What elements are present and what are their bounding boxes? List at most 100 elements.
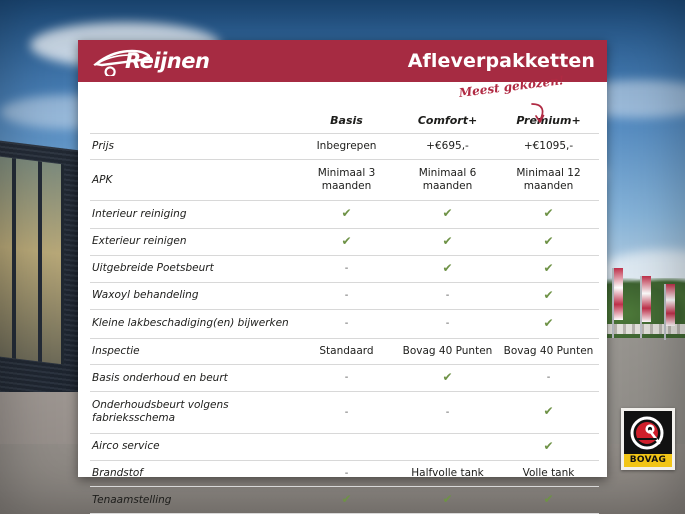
cell-comfort: +€695,- (397, 132, 498, 160)
table-row: Kleine lakbeschadiging(en) bijwerken - - ✔ (90, 308, 599, 339)
table-row: Prijs Inbegrepen +€695,- +€1095,- (90, 132, 599, 160)
row-label: Interieur reiniging (90, 200, 296, 228)
column-header-comfort: Comfort+ (417, 114, 478, 127)
column-header-label (90, 90, 296, 134)
row-label: Prijs (90, 132, 296, 160)
check-icon: ✔ (442, 260, 453, 275)
cell-premium: ✔ (498, 227, 599, 256)
check-icon: ✔ (543, 206, 554, 221)
check-icon: ✔ (341, 206, 352, 221)
dash-marker: - (445, 318, 450, 330)
building-windows (0, 155, 64, 365)
table-body: Prijs Inbegrepen +€695,- +€1095,- APK Minimaa… (90, 132, 599, 514)
table-row: APK Minimaal 3 maanden Minimaal 6 maanden M… (90, 159, 599, 201)
cell-comfort: ✔ (397, 254, 498, 283)
cell-basis: - (296, 364, 397, 392)
cell-premium: Volle tank (498, 459, 599, 487)
cell-premium: ✔ (498, 391, 599, 433)
dash-marker: - (344, 467, 349, 479)
cell-comfort: - (397, 308, 498, 339)
cell-premium: - (498, 364, 599, 392)
dash-marker: - (344, 290, 349, 302)
cell-basis: - (296, 391, 397, 433)
dash-marker: - (445, 406, 450, 418)
car-logo-icon (93, 49, 150, 76)
bovag-wordmark: BOVAG (624, 454, 672, 467)
check-icon: ✔ (543, 287, 554, 302)
row-label: Basis onderhoud en beurt (90, 364, 296, 392)
flagpole (664, 284, 666, 340)
cell-basis: ✔ (296, 200, 397, 228)
cell-comfort: Halfvolle tank (397, 459, 498, 487)
cell-comfort: ✔ (397, 486, 498, 514)
cell-comfort: - (397, 391, 498, 433)
row-label: Uitgebreide Poetsbeurt (90, 254, 296, 283)
flagpole (612, 268, 614, 338)
cell-basis: Standaard (296, 337, 397, 365)
table-row: Uitgebreide Poetsbeurt - ✔ ✔ (90, 254, 599, 283)
cell-premium: Bovag 40 Punten (498, 337, 599, 365)
reijnen-logo: Reijnen (92, 46, 210, 76)
cell-premium: ✔ (498, 200, 599, 228)
check-icon: ✔ (543, 438, 554, 453)
row-label: APK (90, 159, 296, 201)
table-row: Airco service ✔ (90, 432, 599, 461)
table-row: Exterieur reinigen ✔ ✔ ✔ (90, 227, 599, 256)
curb-railing (590, 324, 685, 334)
bovag-badge-inner: BOVAG (624, 411, 672, 467)
dealer-flag (614, 268, 623, 320)
bovag-seal-icon (624, 411, 672, 454)
table-row: Inspectie Standaard Bovag 40 Punten Bovag 4… (90, 337, 599, 365)
table-header-row: Basis Comfort+ Premium+ (90, 90, 599, 134)
cell-comfort: Bovag 40 Punten (397, 337, 498, 365)
row-label: Airco service (90, 432, 296, 461)
cell-basis: - (296, 281, 397, 310)
cell-premium: ✔ (498, 486, 599, 514)
check-icon: ✔ (442, 206, 453, 221)
column-header-basis: Basis (330, 114, 363, 127)
cell-comfort: Minimaal 6 maanden (397, 159, 498, 201)
cell-comfort: ✔ (397, 227, 498, 256)
check-icon: ✔ (341, 233, 352, 248)
check-icon: ✔ (341, 492, 352, 507)
dealer-flag (642, 276, 651, 322)
check-icon: ✔ (543, 315, 554, 330)
table-row: Onderhoudsbeurt volgens fabrieksschema - -… (90, 391, 599, 433)
bovag-badge: BOVAG (621, 408, 675, 470)
row-label: Brandstof (90, 459, 296, 487)
cell-basis: - (296, 308, 397, 339)
window-mullion (38, 161, 42, 362)
afleverpakketten-card: Reijnen Afleverpakketten Meest gekozen! … (78, 40, 607, 514)
table-row: Tenaamstelling ✔ ✔ ✔ (90, 486, 599, 514)
row-label: Inspectie (90, 337, 296, 365)
cell-basis: - (296, 254, 397, 283)
check-icon: ✔ (442, 370, 453, 385)
dash-marker: - (344, 318, 349, 330)
table-row: Interieur reiniging ✔ ✔ ✔ (90, 200, 599, 228)
page-title: Afleverpakketten (407, 50, 595, 72)
window-mullion (12, 158, 16, 359)
cell-comfort: ✔ (397, 200, 498, 228)
reijnen-logo-text: Reijnen (125, 48, 210, 73)
row-label: Kleine lakbeschadiging(en) bijwerken (90, 308, 296, 339)
table-row: Basis onderhoud en beurt - ✔ - (90, 364, 599, 392)
flagpole (640, 276, 642, 338)
check-icon: ✔ (442, 492, 453, 507)
row-label: Onderhoudsbeurt volgens fabrieksschema (90, 391, 296, 433)
afleverpakketten-table: Basis Comfort+ Premium+ Prijs Inbegrepen +… (90, 90, 599, 514)
cell-basis: - (296, 459, 397, 487)
row-label: Exterieur reinigen (90, 227, 296, 256)
cell-basis: Minimaal 3 maanden (296, 159, 397, 201)
column-header-premium: Premium+ (516, 114, 581, 127)
cell-comfort: ✔ (397, 364, 498, 392)
cell-basis: Inbegrepen (296, 132, 397, 160)
cell-premium: ✔ (498, 308, 599, 339)
cell-basis: ✔ (296, 227, 397, 256)
cell-premium: Minimaal 12 maanden (498, 159, 599, 201)
dash-marker: - (344, 372, 349, 384)
cell-comfort: - (397, 281, 498, 310)
check-icon: ✔ (543, 260, 554, 275)
table-row: Brandstof - Halfvolle tank Volle tank (90, 459, 599, 487)
comparison-table-wrap: Basis Comfort+ Premium+ Prijs Inbegrepen +… (78, 82, 607, 514)
dealer-flag (666, 284, 675, 326)
